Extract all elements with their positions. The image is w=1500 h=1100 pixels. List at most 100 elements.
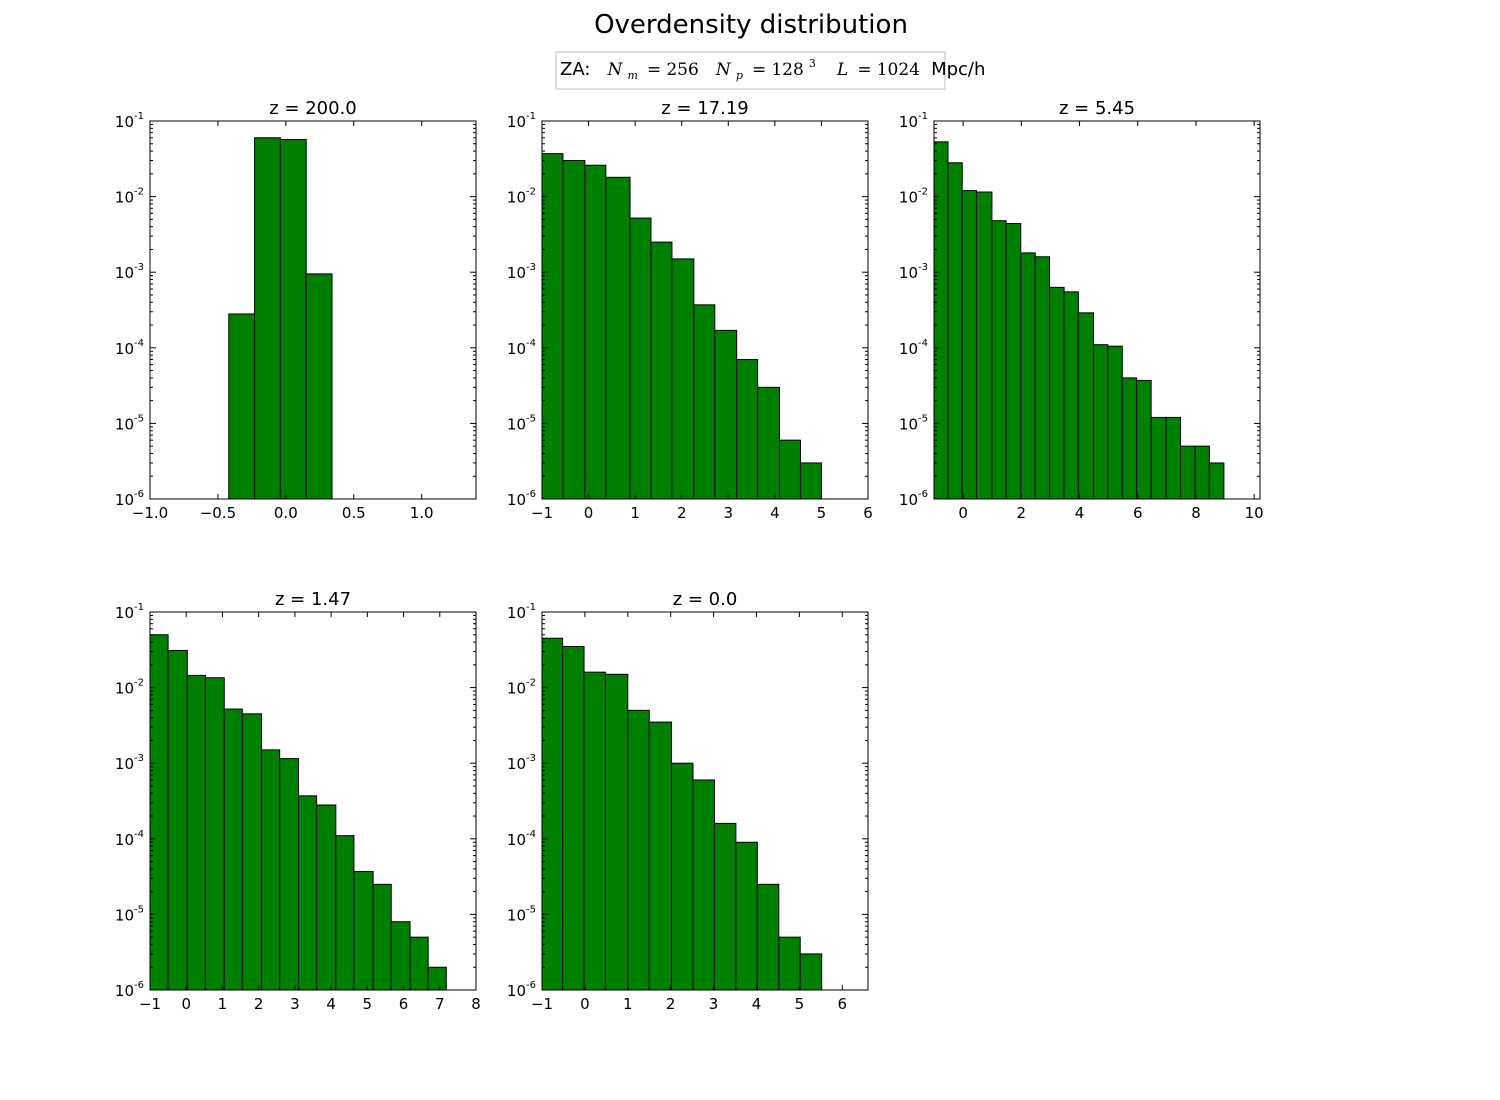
legend-l-symbol: L (836, 60, 848, 80)
histogram-bar (1208, 462, 1225, 500)
histogram-bar (991, 220, 1007, 500)
x-tick-label: 4 (752, 995, 762, 1013)
legend-np-exp: 3 (809, 57, 816, 70)
legend-nm-symbol: N (607, 60, 624, 80)
axes-frame (541, 120, 869, 500)
axes-frame (541, 611, 869, 991)
x-tick-label: −1 (531, 504, 553, 522)
legend-text: ZA: N m = 256 N p = 128 3 L = 1024 Mpc/h (560, 52, 985, 83)
y-tick-label: 10-6 (115, 980, 144, 1000)
histogram-panel: z = 17.19 −1 0 1 2 3 4 5 6 10-6 10-5 10-4 10-3 10-2 10… (507, 98, 873, 522)
y-tick-label: 10-2 (507, 678, 536, 698)
histogram-panel: z = 200.0 −1.0 −0.5 0.0 0.5 1.0 10-6 10-5 10-4 10… (115, 98, 477, 522)
histogram-bar (186, 674, 206, 991)
x-tick-label: 1.0 (410, 504, 434, 522)
axes-frame (149, 120, 477, 500)
panel-title: z = 0.0 (673, 589, 738, 610)
x-tick-label: 2 (254, 995, 264, 1013)
histogram-bar (976, 191, 993, 500)
histogram-bar (757, 386, 781, 500)
y-tick-label: 10-2 (115, 187, 144, 207)
histogram-bar (1093, 344, 1109, 500)
x-tick-label: 5 (795, 995, 805, 1013)
x-tick-label: 0 (181, 995, 191, 1013)
legend-np-sub: p (736, 69, 743, 82)
histogram-bar (933, 141, 949, 500)
x-tick-label: 4 (1075, 504, 1085, 522)
histogram-bar (167, 649, 188, 991)
legend-l-unit: Mpc/h (931, 59, 985, 80)
histogram-bar (671, 258, 695, 500)
histogram-bar (241, 713, 263, 991)
x-tick-label: 0 (580, 995, 590, 1013)
histogram-bar (541, 153, 564, 500)
x-tick-label: 8 (1191, 504, 1201, 522)
histogram-bar (584, 164, 607, 500)
x-tick-label: 2 (677, 504, 687, 522)
x-tick-label: 5 (363, 995, 373, 1013)
histogram-bar (335, 835, 355, 991)
legend-nm-sub: m (627, 69, 637, 82)
x-tick-label: 4 (770, 504, 780, 522)
histogram-bar (223, 708, 243, 991)
histogram-bar (316, 804, 337, 991)
y-tick-label: 10-6 (507, 980, 536, 1000)
histogram-panel: z = 5.45 0 2 4 6 8 10 10-6 10-5 10-4 10-3 10-2 10-1 (899, 98, 1264, 522)
y-tick-label: 10-5 (899, 413, 928, 433)
x-tick-label: 3 (709, 995, 719, 1013)
histogram-bar (298, 795, 318, 991)
axes-frame (149, 611, 477, 991)
y-tick-label: 10-5 (507, 904, 536, 924)
histogram-bar (1150, 416, 1167, 500)
y-tick-label: 10-1 (507, 111, 536, 131)
histogram-bar (583, 671, 606, 991)
y-tick-label: 10-4 (507, 338, 536, 358)
figure-title: Overdensity distribution (594, 10, 908, 40)
x-tick-label: 4 (326, 995, 336, 1013)
histogram-bar (1020, 252, 1036, 500)
panel-title: z = 200.0 (269, 98, 357, 119)
histogram-bar (541, 637, 564, 991)
x-tick-label: 2 (666, 995, 676, 1013)
y-tick-label: 10-3 (115, 262, 144, 282)
histogram-bar (305, 273, 333, 500)
histogram-bar (604, 673, 629, 991)
histogram-bar (648, 721, 673, 991)
histogram-bar (254, 137, 281, 500)
y-tick-label: 10-5 (507, 413, 536, 433)
histogram-bar (735, 841, 758, 991)
y-tick-label: 10-5 (115, 904, 144, 924)
y-tick-label: 10-2 (115, 678, 144, 698)
y-tick-label: 10-3 (115, 753, 144, 773)
histogram-bar (714, 329, 738, 500)
histogram-bar (779, 439, 801, 500)
histogram-bar (671, 762, 694, 991)
histogram-bar (1034, 256, 1051, 500)
histogram-bar (228, 313, 256, 500)
y-tick-label: 10-2 (507, 187, 536, 207)
y-tick-label: 10-4 (899, 338, 928, 358)
x-tick-label: 0 (958, 504, 968, 522)
x-tick-label: 1 (630, 504, 640, 522)
x-tick-label: 1 (623, 995, 633, 1013)
histogram-bar (1049, 286, 1065, 500)
x-tick-label: 8 (471, 995, 481, 1013)
histogram-bar (650, 241, 673, 500)
y-tick-label: 10-3 (899, 262, 928, 282)
x-tick-label: −1 (531, 995, 553, 1013)
histogram-bar (947, 162, 963, 500)
legend-l-eq: = (857, 60, 871, 80)
y-tick-label: 10-6 (899, 489, 928, 509)
y-tick-label: 10-2 (899, 187, 928, 207)
x-tick-label: 0.5 (342, 504, 366, 522)
y-tick-label: 10-3 (507, 753, 536, 773)
histogram-bar (693, 304, 716, 500)
x-tick-label: 3 (724, 504, 734, 522)
histogram-bar (1194, 445, 1210, 500)
x-tick-label: 0 (584, 504, 594, 522)
histogram-bar (562, 645, 585, 991)
y-tick-label: 10-4 (115, 829, 144, 849)
legend-l-value: 1024 (877, 60, 920, 80)
y-tick-label: 10-1 (115, 111, 144, 131)
